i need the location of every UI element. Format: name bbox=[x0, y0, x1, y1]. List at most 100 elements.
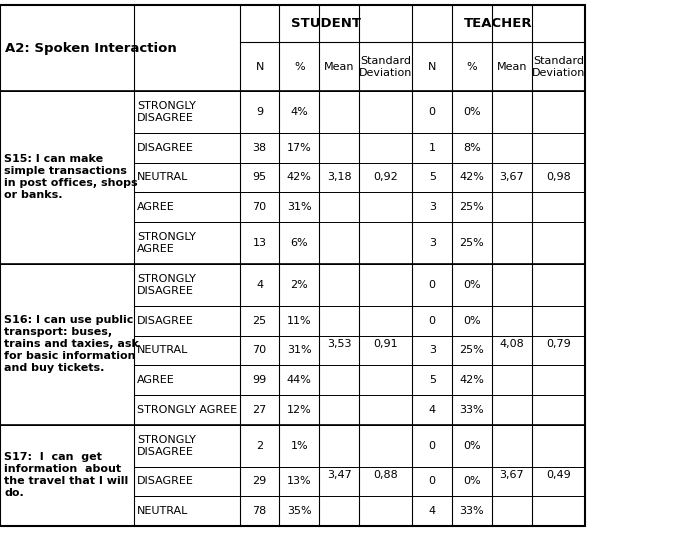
Text: 4%: 4% bbox=[290, 107, 308, 117]
Text: %: % bbox=[466, 61, 477, 72]
Text: 44%: 44% bbox=[287, 375, 312, 385]
Text: NEUTRAL: NEUTRAL bbox=[137, 345, 188, 356]
Bar bbox=[412, 365, 452, 395]
Bar bbox=[452, 395, 492, 425]
Text: 0,92: 0,92 bbox=[373, 172, 398, 182]
Bar bbox=[279, 365, 319, 395]
Text: 13: 13 bbox=[253, 238, 266, 248]
Bar bbox=[134, 222, 240, 264]
Text: S17:  I  can  get
information  about
the travel that I will
do.: S17: I can get information about the tra… bbox=[4, 452, 128, 498]
Text: 1: 1 bbox=[429, 143, 436, 153]
Bar bbox=[412, 162, 452, 192]
Text: 1%: 1% bbox=[290, 441, 308, 451]
Bar bbox=[412, 335, 452, 365]
Bar bbox=[452, 496, 492, 526]
Text: 6%: 6% bbox=[290, 238, 308, 248]
Bar bbox=[412, 5, 585, 42]
Text: 29: 29 bbox=[253, 476, 266, 486]
Bar bbox=[0, 5, 240, 91]
Bar bbox=[412, 264, 452, 306]
Text: 2%: 2% bbox=[290, 280, 308, 290]
Text: STRONGLY
DISAGREE: STRONGLY DISAGREE bbox=[137, 435, 196, 457]
Bar bbox=[240, 162, 279, 192]
Text: 38: 38 bbox=[253, 143, 266, 153]
Text: 3: 3 bbox=[429, 238, 436, 248]
Text: 0: 0 bbox=[429, 316, 436, 326]
Text: 3,18: 3,18 bbox=[327, 172, 351, 182]
Bar bbox=[532, 425, 585, 526]
Text: 9: 9 bbox=[256, 107, 263, 117]
Text: DISAGREE: DISAGREE bbox=[137, 143, 194, 153]
Bar bbox=[134, 335, 240, 365]
Text: A2: Spoken Interaction: A2: Spoken Interaction bbox=[5, 42, 177, 54]
Bar bbox=[134, 496, 240, 526]
Text: 3,67: 3,67 bbox=[499, 172, 524, 182]
Text: S15: I can make
simple transactions
in post offices, shops
or banks.: S15: I can make simple transactions in p… bbox=[4, 154, 138, 200]
Bar bbox=[452, 467, 492, 496]
Bar bbox=[240, 395, 279, 425]
Text: 3: 3 bbox=[429, 345, 436, 356]
Text: 0%: 0% bbox=[463, 316, 481, 326]
Text: 4,08: 4,08 bbox=[499, 339, 524, 349]
Text: STRONGLY
DISAGREE: STRONGLY DISAGREE bbox=[137, 101, 196, 123]
Text: 42%: 42% bbox=[460, 375, 484, 385]
Bar bbox=[412, 496, 452, 526]
Text: 4: 4 bbox=[429, 506, 436, 516]
Text: 42%: 42% bbox=[287, 172, 312, 182]
Text: 25%: 25% bbox=[460, 345, 484, 356]
Bar bbox=[0, 264, 134, 425]
Text: 0%: 0% bbox=[463, 280, 481, 290]
Bar bbox=[240, 133, 279, 162]
Text: 5: 5 bbox=[429, 375, 436, 385]
Bar bbox=[279, 162, 319, 192]
Bar bbox=[279, 133, 319, 162]
Bar bbox=[240, 335, 279, 365]
Text: N: N bbox=[256, 61, 264, 72]
Bar bbox=[279, 395, 319, 425]
Text: Mean: Mean bbox=[497, 61, 527, 72]
Bar bbox=[412, 42, 452, 91]
Text: 12%: 12% bbox=[287, 405, 312, 415]
Text: 17%: 17% bbox=[287, 143, 312, 153]
Text: 35%: 35% bbox=[287, 506, 312, 516]
Bar bbox=[240, 222, 279, 264]
Bar bbox=[452, 425, 492, 467]
Bar bbox=[134, 306, 240, 335]
Bar bbox=[359, 425, 412, 526]
Bar bbox=[134, 133, 240, 162]
Bar bbox=[412, 467, 452, 496]
Text: 3,67: 3,67 bbox=[499, 470, 524, 480]
Text: 4: 4 bbox=[256, 280, 263, 290]
Bar bbox=[279, 467, 319, 496]
Text: 25%: 25% bbox=[460, 202, 484, 212]
Bar bbox=[134, 467, 240, 496]
Text: 8%: 8% bbox=[463, 143, 481, 153]
Text: 0,91: 0,91 bbox=[373, 339, 398, 349]
Text: Standard
Deviation: Standard Deviation bbox=[532, 56, 585, 77]
Text: 2: 2 bbox=[256, 441, 263, 451]
Bar bbox=[240, 467, 279, 496]
Text: 3: 3 bbox=[429, 202, 436, 212]
Text: N: N bbox=[428, 61, 436, 72]
Text: 33%: 33% bbox=[460, 506, 484, 516]
Text: S16: I can use public
transport: buses,
trains and taxies, ask
for basic informa: S16: I can use public transport: buses, … bbox=[4, 315, 139, 373]
Bar bbox=[279, 496, 319, 526]
Bar bbox=[452, 192, 492, 222]
Bar bbox=[319, 425, 359, 526]
Bar bbox=[492, 91, 532, 264]
Text: STRONGLY AGREE: STRONGLY AGREE bbox=[137, 405, 237, 415]
Text: 3,47: 3,47 bbox=[327, 470, 351, 480]
Text: 31%: 31% bbox=[287, 345, 312, 356]
Bar bbox=[240, 264, 279, 306]
Bar bbox=[452, 42, 492, 91]
Bar bbox=[279, 335, 319, 365]
Text: 5: 5 bbox=[429, 172, 436, 182]
Text: 70: 70 bbox=[253, 345, 266, 356]
Text: 78: 78 bbox=[253, 506, 266, 516]
Bar bbox=[240, 42, 279, 91]
Text: STRONGLY
AGREE: STRONGLY AGREE bbox=[137, 232, 196, 254]
Bar bbox=[134, 192, 240, 222]
Bar bbox=[134, 264, 240, 306]
Text: AGREE: AGREE bbox=[137, 375, 175, 385]
Text: AGREE: AGREE bbox=[137, 202, 175, 212]
